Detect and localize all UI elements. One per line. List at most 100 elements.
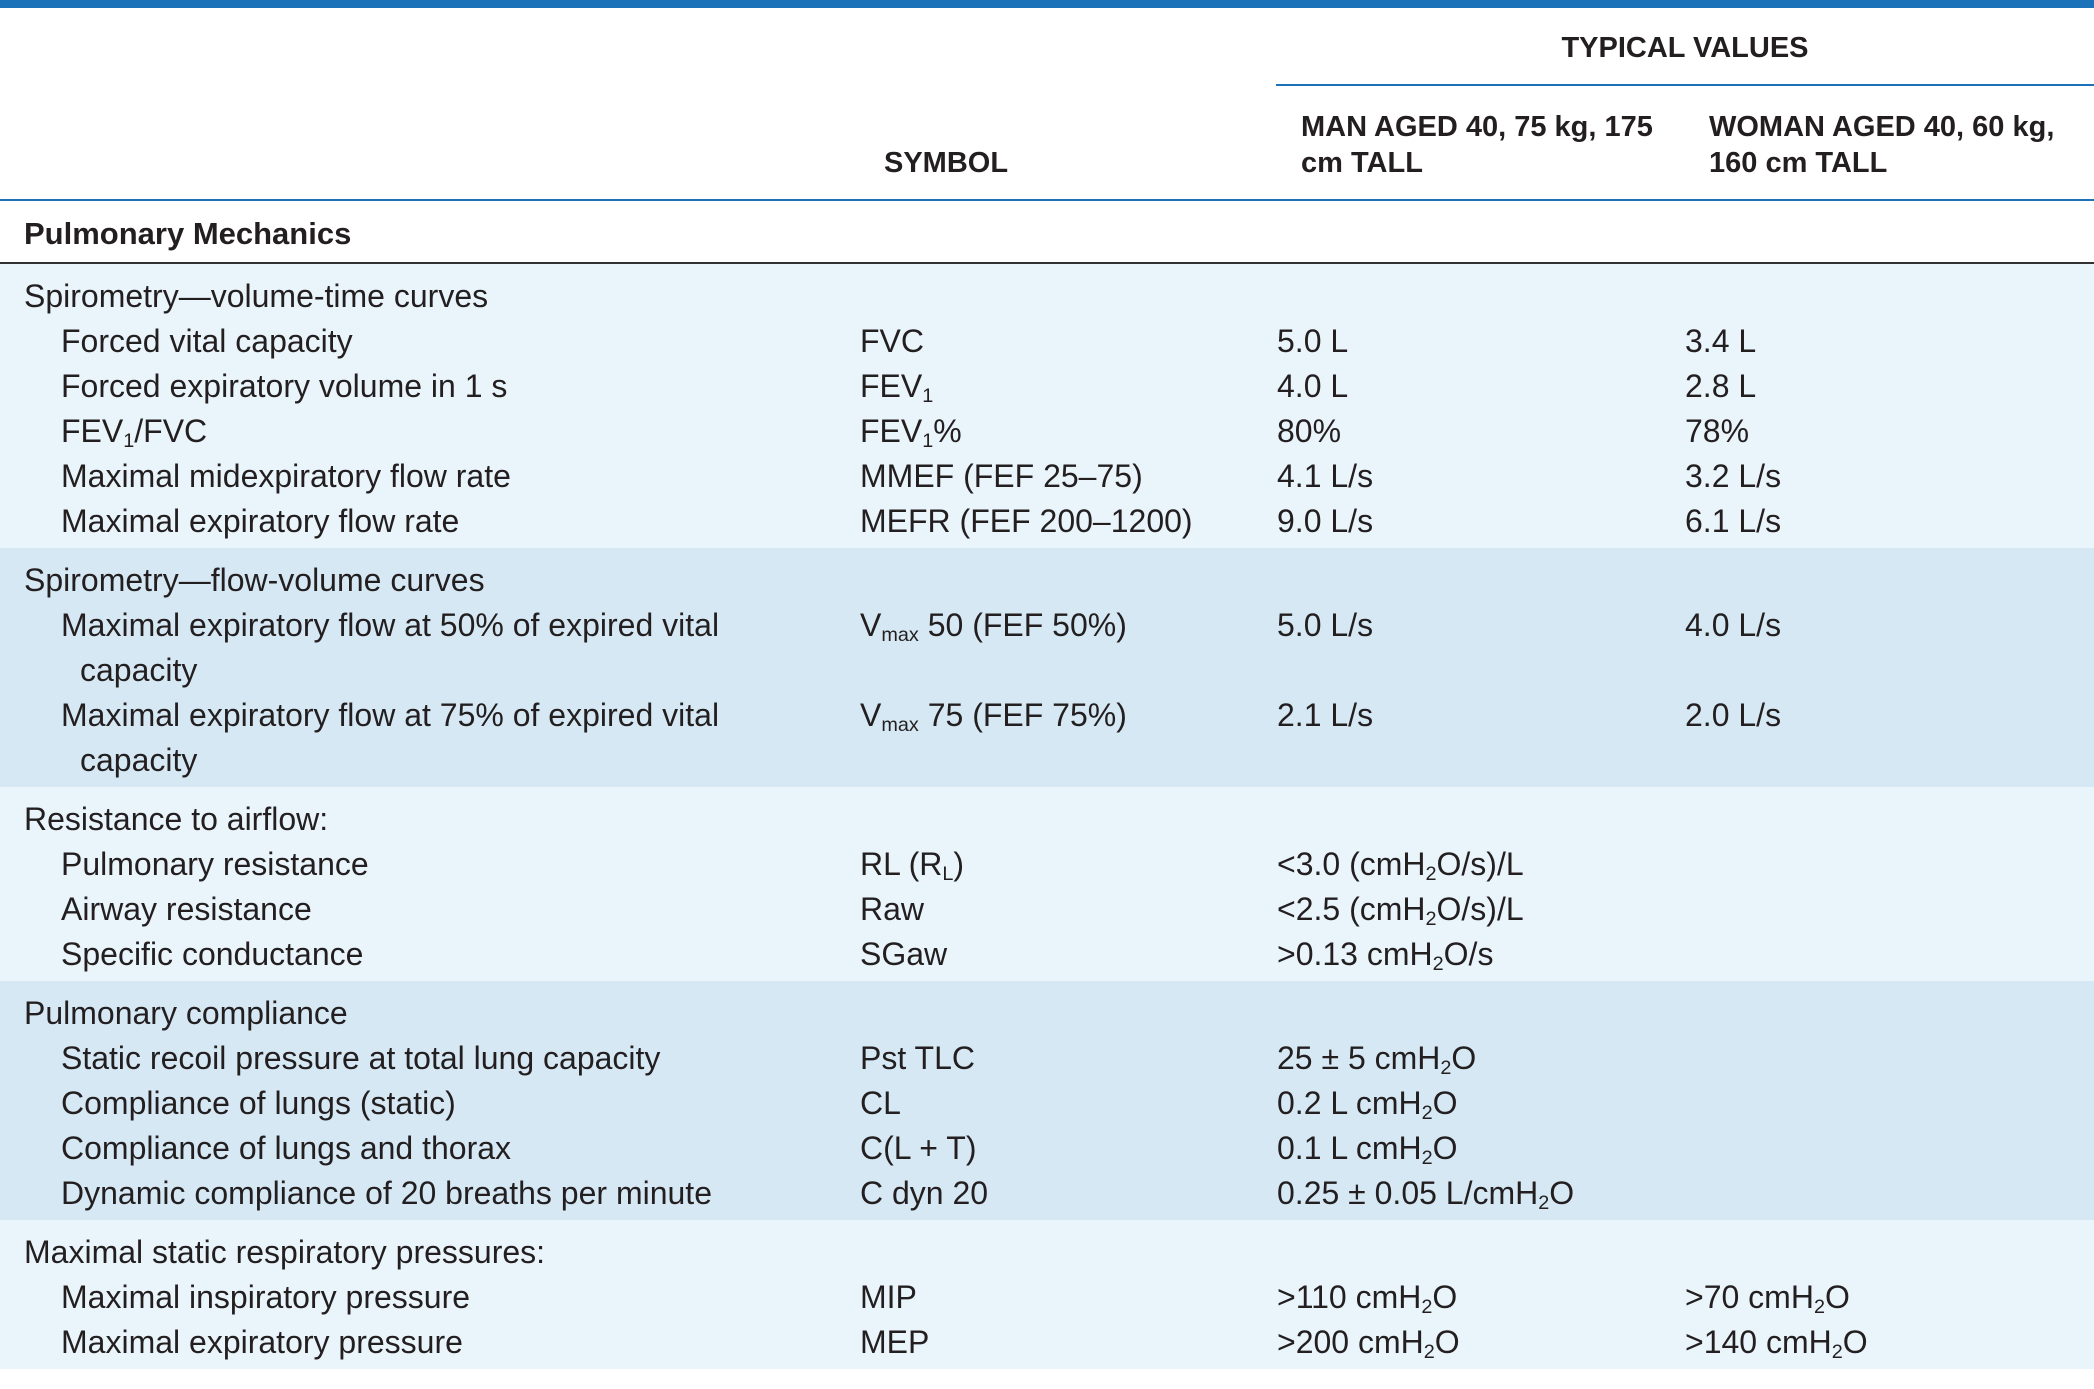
subscript: 2 <box>1425 862 1437 885</box>
cell-text: 3.2 L/s <box>1685 458 1782 494</box>
cell-text: Maximal expiratory flow at 50% of expire… <box>61 607 720 688</box>
symbol-cell: FEV1 <box>860 364 1277 409</box>
table-row: Forced vital capacity FVC 5.0 L 3.4 L <box>0 319 2094 364</box>
text-part: /FVC <box>134 413 208 449</box>
subscript: 1 <box>123 429 135 452</box>
symbol-cell: Raw <box>860 887 1277 932</box>
row-group: Resistance to airflow: Pulmonary resistan… <box>0 787 2094 981</box>
section-rule <box>0 262 2094 264</box>
cell-text: SGaw <box>860 936 948 972</box>
cell-text: 9.0 L/s <box>1277 503 1374 539</box>
man-value-cell: <3.0 (cmH2O/s)/L <box>1277 842 1685 887</box>
table-row: Forced expiratory volume in 1 s FEV1 4.0 L… <box>0 364 2094 409</box>
cell-text: 4.0 L/s <box>1685 607 1782 643</box>
man-value-cell: 4.0 L <box>1277 364 1685 409</box>
subscript: max <box>881 623 919 646</box>
cell-text: 80% <box>1277 413 1342 449</box>
group-title-row: Spirometry—volume-time curves <box>0 274 2094 319</box>
label-cell: Static recoil pressure at total lung cap… <box>0 1036 860 1081</box>
group-title: Spirometry—flow-volume curves <box>0 558 860 603</box>
row-group: Maximal static respiratory pressures: Max… <box>0 1220 2094 1369</box>
woman-value-cell: 3.2 L/s <box>1685 454 2070 499</box>
subscript: 2 <box>1423 1340 1435 1363</box>
cell-text: 6.1 L/s <box>1685 503 1782 539</box>
text-part: O <box>1451 1040 1477 1076</box>
woman-value-cell: >140 cmH2O <box>1685 1320 2070 1365</box>
table-row: Maximal expiratory flow at 75% of expire… <box>0 693 2094 783</box>
section-title: Pulmonary Mechanics <box>24 216 352 251</box>
table-row: Maximal expiratory pressure MEP >200 cmH2O… <box>0 1320 2094 1365</box>
text-part: 0.25 ± 0.05 L/cmH <box>1277 1175 1539 1211</box>
cell-text: 5.0 L/s <box>1277 607 1374 643</box>
cell-text: 4.0 L <box>1277 368 1349 404</box>
woman-value-cell: 78% <box>1685 409 2070 454</box>
label-cell: Maximal expiratory pressure <box>0 1320 860 1365</box>
text-part: O/s)/L <box>1436 846 1524 882</box>
group-title: Maximal static respiratory pressures: <box>0 1230 860 1275</box>
text-part: O <box>1549 1175 1575 1211</box>
subscript: 2 <box>1421 1295 1433 1318</box>
group-title: Resistance to airflow: <box>0 797 860 842</box>
cell-text: 2.0 L/s <box>1685 697 1782 733</box>
cell-text: Forced expiratory volume in 1 s <box>61 368 508 404</box>
label-cell: Forced vital capacity <box>0 319 860 364</box>
cell-text: Raw <box>860 891 925 927</box>
cell-text: Specific conductance <box>61 936 364 972</box>
text-part: 75 (FEF 75%) <box>918 697 1127 733</box>
subscript: 1 <box>922 429 934 452</box>
woman-value-cell: 2.0 L/s <box>1685 693 2070 783</box>
man-value-cell: 0.2 L cmH2O <box>1277 1081 1685 1126</box>
symbol-cell: MMEF (FEF 25–75) <box>860 454 1277 499</box>
cell-text: 5.0 L <box>1277 323 1349 359</box>
cell-text: Maximal expiratory flow rate <box>61 503 460 539</box>
header-symbol: SYMBOL <box>884 147 1009 179</box>
woman-value-cell: 4.0 L/s <box>1685 603 2070 693</box>
symbol-cell: SGaw <box>860 932 1277 977</box>
text-part: O <box>1842 1324 1868 1360</box>
text-part: 0.2 L cmH <box>1277 1085 1422 1121</box>
label-cell: Maximal expiratory flow rate <box>0 499 860 544</box>
table-row: FEV1/FVC FEV1% 80% 78% <box>0 409 2094 454</box>
man-value-cell: 2.1 L/s <box>1277 693 1685 783</box>
subscript: 2 <box>1538 1191 1550 1214</box>
cell-text: CL <box>860 1085 901 1121</box>
text-part: O <box>1432 1279 1458 1315</box>
man-value-cell: 25 ± 5 cmH2O <box>1277 1036 1685 1081</box>
symbol-cell: Pst TLC <box>860 1036 1277 1081</box>
woman-value-cell: 6.1 L/s <box>1685 499 2070 544</box>
symbol-cell: FVC <box>860 319 1277 364</box>
man-value-cell: <2.5 (cmH2O/s)/L <box>1277 887 1685 932</box>
cell-text: Maximal inspiratory pressure <box>61 1279 471 1315</box>
group-title: Spirometry—volume-time curves <box>0 274 860 319</box>
man-value-cell: >0.13 cmH2O/s <box>1277 932 1685 977</box>
cell-text: Pulmonary compliance <box>24 995 348 1031</box>
label-cell: Pulmonary resistance <box>0 842 860 887</box>
label-cell: Dynamic compliance of 20 breaths per min… <box>0 1171 860 1216</box>
woman-value-cell: >70 cmH2O <box>1685 1275 2070 1320</box>
text-part: <2.5 (cmH <box>1277 891 1426 927</box>
cell-text: Maximal expiratory flow at 75% of expire… <box>61 697 720 778</box>
man-value-cell: 0.25 ± 0.05 L/cmH2O <box>1277 1171 1685 1216</box>
text-part: >0.13 cmH <box>1277 936 1433 972</box>
label-cell: Maximal expiratory flow at 75% of expire… <box>0 693 860 783</box>
text-part: >140 cmH <box>1685 1324 1832 1360</box>
text-part: V <box>860 697 882 733</box>
label-cell: Maximal expiratory flow at 50% of expire… <box>0 603 860 693</box>
cell-text: Spirometry—flow-volume curves <box>24 562 485 598</box>
man-value-cell: 9.0 L/s <box>1277 499 1685 544</box>
text-part: O <box>1432 1085 1458 1121</box>
label-cell: Forced expiratory volume in 1 s <box>0 364 860 409</box>
cell-text: 78% <box>1685 413 1750 449</box>
man-value-cell: 5.0 L <box>1277 319 1685 364</box>
cell-text: C(L + T) <box>860 1130 977 1166</box>
label-cell: Compliance of lungs and thorax <box>0 1126 860 1171</box>
subscript: 2 <box>1421 1101 1433 1124</box>
label-cell: Airway resistance <box>0 887 860 932</box>
woman-value-cell: 3.4 L <box>1685 319 2070 364</box>
table-row: Dynamic compliance of 20 breaths per min… <box>0 1171 2094 1216</box>
subscript: 2 <box>1813 1295 1825 1318</box>
table-row: Specific conductance SGaw >0.13 cmH2O/s <box>0 932 2094 977</box>
group-title-row: Maximal static respiratory pressures: <box>0 1230 2094 1275</box>
symbol-cell: Vmax 75 (FEF 75%) <box>860 693 1277 783</box>
label-cell: Maximal inspiratory pressure <box>0 1275 860 1320</box>
